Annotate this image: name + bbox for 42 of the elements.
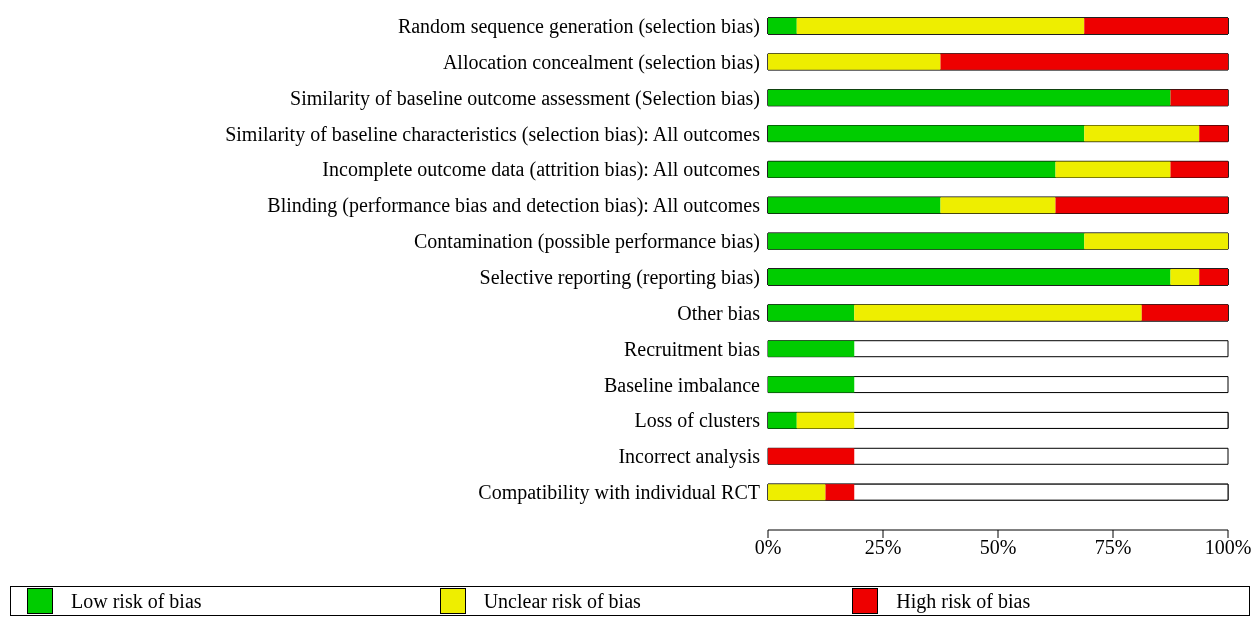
- bar: [1055, 161, 1171, 178]
- y-tick-label: Loss of clusters: [634, 409, 761, 432]
- bar: [940, 197, 1056, 214]
- x-tick-label: 100%: [1204, 536, 1252, 559]
- bar: [796, 412, 855, 429]
- legend-label: High risk of bias: [896, 589, 1031, 613]
- y-tick-label: Similarity of baseline characteristics (selection bias): All outcomes: [225, 122, 761, 146]
- y-tick-label: Allocation concealment (selection bias): [442, 50, 760, 74]
- y-tick-label: Recruitment bias: [623, 337, 761, 360]
- y-tick-label: Random sequence generation (selection bias): [397, 15, 760, 39]
- legend-label: Unclear risk of bias: [483, 589, 641, 613]
- bar: [768, 484, 826, 501]
- y-tick-label: Incorrect analysis: [618, 445, 761, 469]
- y-tick-label: Incomplete outcome data (attrition bias): All outcomes: [322, 158, 761, 182]
- bar: [768, 340, 855, 357]
- bar: [1170, 161, 1228, 178]
- bar: [825, 484, 855, 501]
- bar: [1084, 233, 1228, 250]
- bar: [768, 304, 855, 321]
- bar: [1199, 125, 1228, 142]
- bar: [1084, 125, 1200, 142]
- bar: [768, 376, 855, 393]
- bar: [768, 18, 797, 34]
- y-tick-label: Contamination (possible performance bias): [413, 230, 760, 254]
- y-tick-label: Baseline imbalance: [603, 373, 761, 396]
- bar: [768, 412, 797, 429]
- bar: [1170, 269, 1200, 285]
- x-tick-label: 25%: [864, 536, 902, 559]
- x-tick-label: 75%: [1094, 536, 1132, 559]
- y-tick-label: Similarity of baseline outcome assessment (Selection bias): [290, 86, 760, 110]
- y-tick-label: Compatibility with individual RCT: [478, 481, 760, 505]
- x-tick-label: 50%: [979, 536, 1017, 559]
- y-tick-label: Other bias: [677, 301, 761, 324]
- bar: [1141, 304, 1228, 321]
- bar: [1170, 89, 1228, 106]
- bar: [1084, 18, 1228, 34]
- y-tick-label: Selective reporting (reporting bias): [479, 266, 760, 290]
- bar: [1199, 269, 1228, 285]
- x-tick-label: 0%: [754, 536, 782, 559]
- y-tick-label: Blinding (performance bias and detection bias): All outcomes: [267, 194, 761, 218]
- legend-label: Low risk of bias: [71, 589, 202, 613]
- bar: [768, 448, 855, 465]
